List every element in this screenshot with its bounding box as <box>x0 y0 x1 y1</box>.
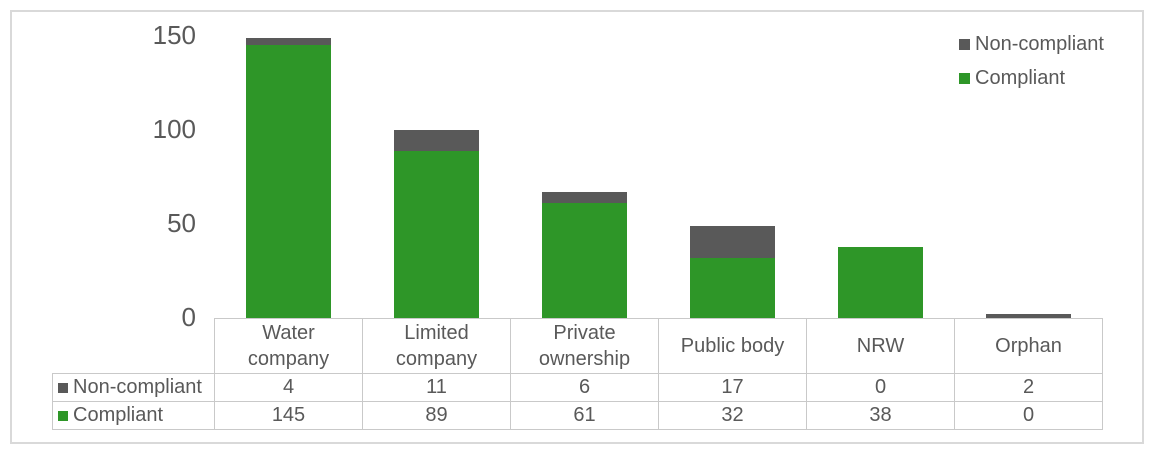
bar-segment-non-compliant <box>689 225 775 258</box>
series-name: Compliant <box>73 404 164 426</box>
bar-segment-compliant <box>245 45 331 318</box>
legend-swatch-icon <box>959 72 970 84</box>
bar-segment-non-compliant <box>245 37 331 46</box>
table-corner-cell <box>53 319 215 374</box>
bar-segment-non-compliant <box>541 192 627 204</box>
legend-item: Compliant <box>959 67 1065 89</box>
bar-segment-compliant <box>837 246 923 318</box>
table-value-cell: 11 <box>362 373 511 402</box>
table-header-cell: Private ownership <box>510 318 659 374</box>
table-value-cell: 4 <box>214 373 363 402</box>
table-value-cell: 61 <box>510 401 659 430</box>
table-row-label: Compliant <box>52 401 215 430</box>
table-value-cell: 32 <box>658 401 807 430</box>
y-axis-tick-label: 100 <box>152 114 196 144</box>
bar-segment-compliant <box>689 257 775 318</box>
table-header-cell: Public body <box>658 318 807 374</box>
table-value-cell: 0 <box>954 401 1103 430</box>
series-name: Non-compliant <box>73 376 202 398</box>
bar-segment-compliant <box>393 150 479 318</box>
legend-item: Non-compliant <box>959 33 1104 55</box>
series-swatch-icon <box>58 410 68 421</box>
table-value-cell: 6 <box>510 373 659 402</box>
table-value-cell: 38 <box>806 401 955 430</box>
legend-swatch-icon <box>959 38 970 50</box>
table-value-cell: 89 <box>362 401 511 430</box>
series-swatch-icon <box>58 382 68 393</box>
y-axis-tick-label: 50 <box>167 208 196 238</box>
table-value-cell: 0 <box>806 373 955 402</box>
table-header-cell: NRW <box>806 318 955 374</box>
table-header-cell: Orphan <box>954 318 1103 374</box>
data-table: Water company Limited company Private owne… <box>52 318 1103 430</box>
table-row-label: Non-compliant <box>52 373 215 402</box>
y-axis-tick-label: 150 <box>152 20 196 50</box>
bar-segment-compliant <box>541 203 627 318</box>
table-value-cell: 145 <box>214 401 363 430</box>
legend-label: Compliant <box>975 66 1066 89</box>
table-value-cell: 2 <box>954 373 1103 402</box>
legend-label: Non-compliant <box>975 32 1104 55</box>
bar-segment-non-compliant <box>985 314 1071 318</box>
table-value-cell: 17 <box>658 373 807 402</box>
table-header-cell: Limited company <box>362 318 511 374</box>
bar-segment-non-compliant <box>393 130 479 151</box>
y-axis-tick-label: 0 <box>181 302 196 332</box>
table-header-cell: Water company <box>214 318 363 374</box>
